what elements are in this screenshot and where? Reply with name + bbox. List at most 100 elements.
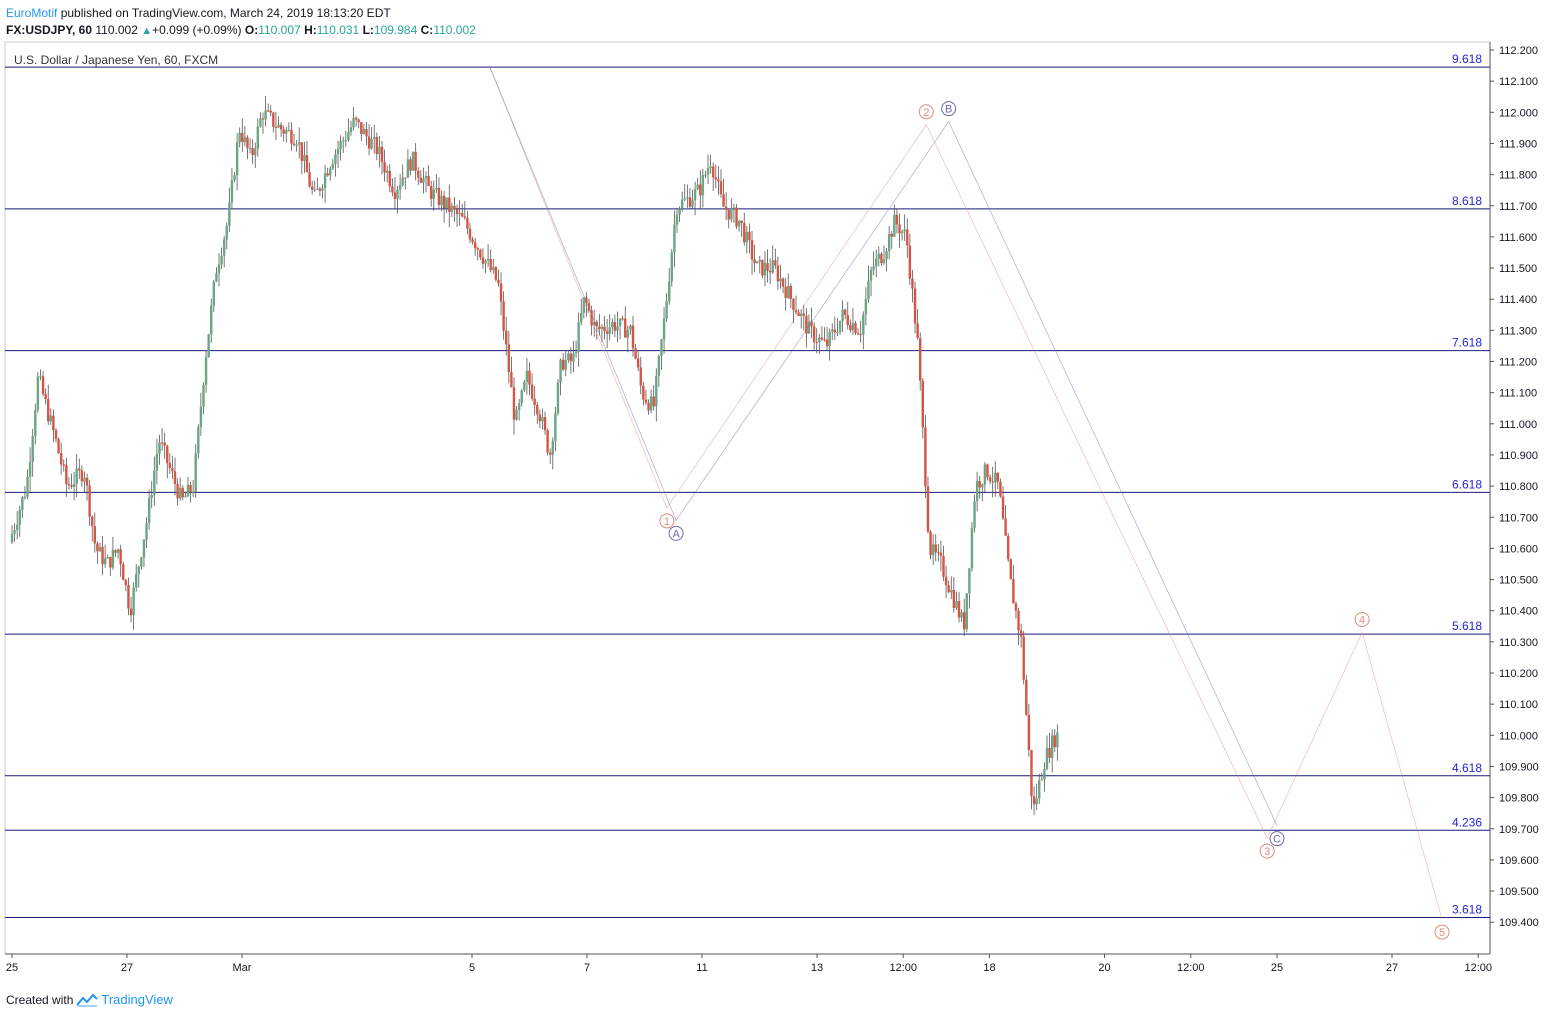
candle-up	[983, 464, 987, 485]
candle-down	[305, 154, 309, 173]
candle-up	[758, 259, 761, 262]
candle-up	[554, 413, 557, 441]
candle-up	[111, 550, 115, 568]
candle-down	[549, 452, 552, 455]
candle-down	[481, 257, 485, 264]
candle-up	[28, 461, 32, 477]
candle-up	[440, 195, 443, 206]
candle-down	[326, 173, 329, 176]
candle-up	[903, 229, 906, 232]
ohlc-line: FX:USDJPY, 60 110.002 ▲+0.099 (+0.09%) O…	[6, 22, 476, 40]
candle-down	[849, 324, 852, 331]
candle-down	[598, 326, 601, 330]
candle-down	[173, 471, 177, 485]
candle-up	[445, 197, 448, 209]
candle-up	[228, 202, 231, 227]
impulse-wave-path	[488, 65, 1443, 920]
candle-down	[652, 396, 655, 407]
candle-down	[1032, 796, 1036, 805]
candle-up	[564, 360, 567, 370]
candle-up	[629, 325, 632, 330]
candle-down	[802, 313, 805, 316]
candle-up	[83, 477, 86, 482]
candle-up	[26, 476, 29, 497]
candle-up	[132, 587, 135, 616]
candle-down	[947, 585, 950, 593]
candle-down	[1053, 735, 1056, 748]
open-value: 110.007	[258, 23, 301, 37]
candle-up	[701, 174, 705, 196]
candle-down	[419, 177, 423, 183]
candle-down	[895, 214, 899, 225]
candle-up	[900, 231, 904, 234]
candle-up	[212, 281, 216, 306]
candle-down	[957, 601, 961, 618]
candle-up	[285, 130, 288, 134]
candle-down	[510, 371, 513, 388]
candle-up	[523, 381, 526, 391]
candle-up	[618, 318, 622, 327]
candle-down	[688, 197, 692, 207]
candle-up	[411, 151, 415, 171]
candle-down	[986, 464, 989, 478]
fib-level-label: 6.618	[1452, 477, 1482, 491]
candle-down	[163, 442, 166, 446]
price-tick-label: 110.800	[1499, 481, 1538, 493]
time-tick-label: 25	[6, 962, 18, 974]
candle-down	[810, 321, 813, 327]
candle-up	[344, 140, 347, 142]
candle-up	[732, 207, 736, 209]
candle-down	[996, 472, 1000, 482]
candle-up	[484, 260, 487, 264]
candle-down	[429, 186, 433, 199]
candle-down	[753, 259, 756, 264]
candle-up	[582, 297, 586, 314]
candle-down	[168, 463, 172, 468]
candle-up	[520, 390, 523, 404]
candle-down	[448, 197, 451, 212]
high-label: H:	[304, 23, 317, 37]
candle-down	[1004, 518, 1007, 536]
candle-up	[580, 313, 583, 323]
candle-up	[706, 168, 710, 175]
candle-down	[124, 580, 128, 586]
candle-up	[98, 546, 102, 552]
candle-up	[616, 326, 619, 331]
candle-up	[222, 239, 226, 256]
candle-down	[944, 576, 948, 586]
candle-up	[191, 491, 195, 493]
candle-down	[722, 194, 725, 207]
fib-level-label: 4.236	[1452, 815, 1482, 829]
candle-down	[1017, 610, 1020, 631]
candle-down	[1048, 747, 1051, 758]
candle-up	[657, 356, 661, 376]
candle-down	[367, 136, 371, 149]
candle-down	[85, 477, 89, 486]
candle-down	[473, 242, 477, 249]
candle-down	[463, 216, 467, 219]
candle-down	[78, 468, 81, 471]
candle-down	[906, 229, 909, 246]
price-change: +0.099 (+0.09%)	[152, 23, 242, 37]
candle-up	[525, 370, 529, 382]
elliott-waves: 1 2 3 4 5 A B C	[488, 65, 1450, 940]
candle-up	[787, 285, 790, 298]
candle-down	[274, 126, 278, 128]
candle-down	[624, 318, 627, 338]
candle-up	[155, 453, 159, 471]
author-link[interactable]: EuroMotif	[6, 6, 58, 20]
candle-up	[680, 199, 684, 209]
candle-down	[494, 267, 498, 280]
candle-up	[799, 313, 803, 317]
candle-down	[561, 359, 565, 370]
candle-up	[13, 530, 16, 534]
candle-down	[129, 608, 133, 616]
candle-down	[300, 142, 303, 162]
corrective-wave-marker	[1269, 831, 1285, 847]
candle-up	[178, 487, 182, 499]
tradingview-brand[interactable]: TradingView	[101, 992, 173, 1007]
candle-down	[724, 206, 728, 210]
fib-level-label: 5.618	[1452, 619, 1482, 633]
candle-down	[360, 122, 363, 135]
